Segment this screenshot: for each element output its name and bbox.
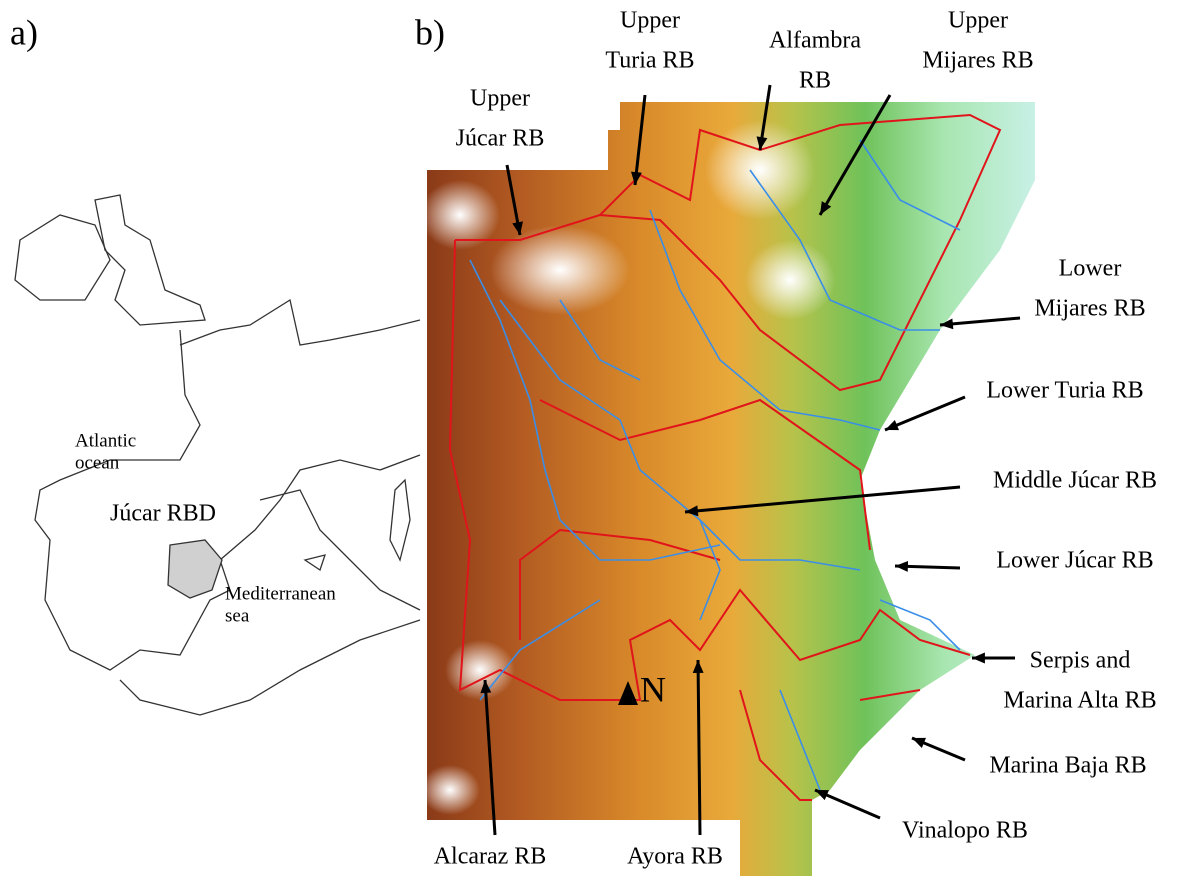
basin-label: Mijares RB xyxy=(1034,296,1145,322)
basin-label: Júcar RB xyxy=(456,126,545,152)
arrow xyxy=(698,660,700,835)
basin-label: Lower Turia RB xyxy=(986,378,1143,404)
basin-label: Serpis and xyxy=(1030,648,1131,674)
figure: N a) b) Atlanticocean Júcar RBD Mediterran… xyxy=(0,0,1184,876)
basin-label: RB xyxy=(799,68,831,94)
place-label: Júcar RBD xyxy=(110,501,216,527)
arrow-head xyxy=(895,561,908,572)
basin-label: Upper xyxy=(470,86,530,112)
arrow xyxy=(885,397,965,430)
basin-label: Lower xyxy=(1059,256,1122,282)
basin-label: Upper xyxy=(948,8,1008,34)
basin-label: Upper xyxy=(620,8,680,34)
north-label: N xyxy=(640,669,666,709)
basin-label: Alcaraz RB xyxy=(434,844,547,870)
basin-label: Lower Júcar RB xyxy=(996,548,1153,574)
jucar-rbd-region xyxy=(168,540,222,598)
basin-label: Marina Alta RB xyxy=(1003,688,1156,714)
basin-label: Turia RB xyxy=(605,48,694,74)
basin-label: Mijares RB xyxy=(922,48,1033,74)
basin-label: Marina Baja RB xyxy=(989,753,1146,779)
arrow-head xyxy=(912,738,926,748)
basin-label: Alfambra xyxy=(769,28,861,54)
place-label: Atlantic xyxy=(75,430,136,451)
basin-label: Ayora RB xyxy=(627,844,723,870)
place-label: sea xyxy=(225,605,250,626)
panel-label: b) xyxy=(415,12,445,52)
place-label: Mediterranean xyxy=(225,583,336,604)
panel-label: a) xyxy=(10,12,38,52)
arrow-head xyxy=(885,420,899,430)
basin-label: Middle Júcar RB xyxy=(993,468,1157,494)
basin-label: Vinalopo RB xyxy=(902,818,1028,844)
place-label: ocean xyxy=(75,452,120,473)
arrow-head xyxy=(972,653,985,664)
